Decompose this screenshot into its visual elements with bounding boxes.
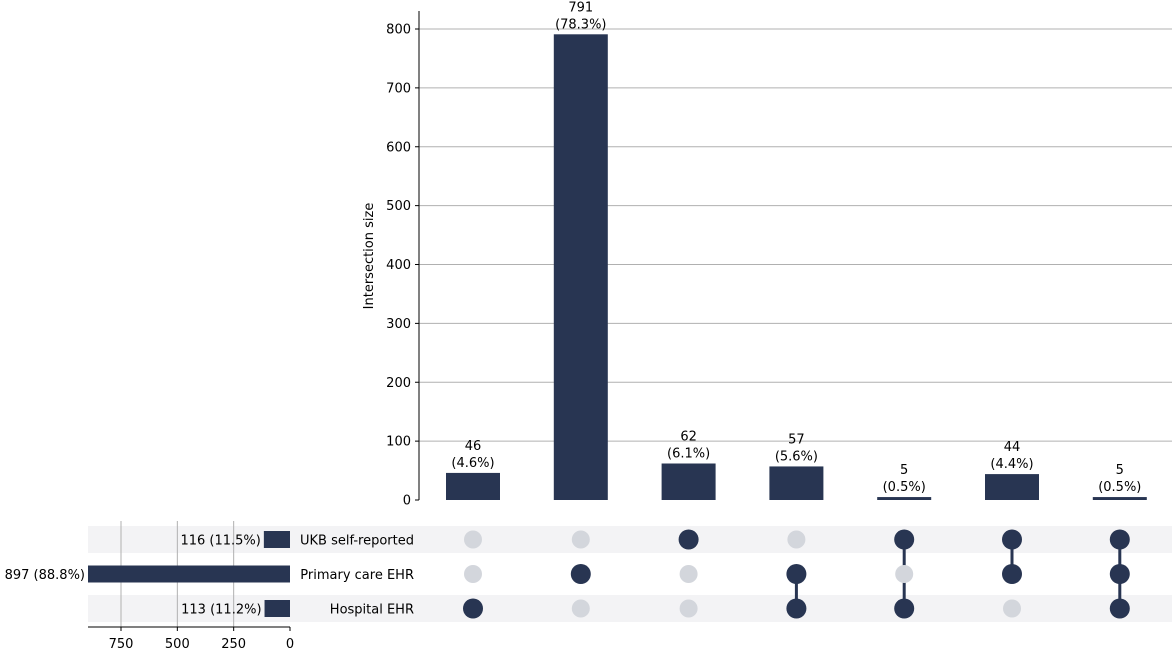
y-axis-title: Intersection size <box>362 203 377 310</box>
set-size-bar <box>263 531 290 548</box>
matrix-dot-active <box>786 564 807 584</box>
bar-percent-label: (0.5%) <box>883 480 926 495</box>
matrix-dot-active <box>1109 598 1130 619</box>
matrix-dot-active <box>570 564 591 584</box>
set-tick-label: 250 <box>221 637 246 651</box>
matrix-dot-active <box>894 529 915 550</box>
intersection-grid <box>419 28 1172 442</box>
y-tick-label: 200 <box>386 376 411 391</box>
matrix-dot-active <box>894 598 915 619</box>
set-size-x-axis: 750 500 250 0 <box>88 626 294 651</box>
set-tick-label: 750 <box>109 637 134 651</box>
matrix-dot-active <box>1109 529 1130 550</box>
intersection-bar <box>553 34 608 501</box>
set-size-bar <box>88 565 290 583</box>
intersection-bar <box>985 474 1039 500</box>
set-name-label: Primary care EHR <box>300 568 414 583</box>
intersection-bar <box>1092 497 1147 500</box>
bar-value-label: 5 <box>900 463 908 478</box>
matrix-dot-inactive <box>1003 599 1021 618</box>
bar-percent-label: (6.1%) <box>667 446 710 461</box>
bar-value-label: 5 <box>1116 463 1124 478</box>
y-tick-label: 600 <box>386 140 411 155</box>
matrix-row-stripes <box>88 526 1172 622</box>
y-tick-label: 300 <box>386 317 411 332</box>
bar-value-label: 44 <box>1004 440 1021 455</box>
bar-value-label: 62 <box>680 429 697 444</box>
matrix-dot-active <box>786 598 807 619</box>
intersection-bar <box>877 497 932 500</box>
bar-percent-label: (4.6%) <box>451 456 494 471</box>
matrix-dot-inactive <box>571 530 590 549</box>
set-tick-label: 500 <box>165 637 190 651</box>
matrix-dot-inactive <box>464 565 482 583</box>
intersection-bar <box>769 466 824 500</box>
set-size-label: 897 (88.8%) <box>5 568 85 583</box>
matrix-dot-inactive <box>464 530 482 549</box>
bar-percent-label: (4.4%) <box>990 457 1033 472</box>
bar-value-label: 791 <box>568 0 593 15</box>
set-size-bars: 116 (11.5%) 897 (88.8%) 113 (11.2%) <box>5 531 290 618</box>
set-tick-label: 0 <box>286 637 294 651</box>
matrix-dot-active <box>678 529 699 550</box>
set-size-bar <box>264 600 290 617</box>
matrix-dot-active <box>463 598 483 619</box>
set-name-label: Hospital EHR <box>330 603 414 618</box>
intersection-y-axis: Intersection size 0 100 200 300 400 500 600 700… <box>362 11 420 509</box>
matrix-dot-active <box>1002 529 1022 550</box>
intersection-bar <box>446 472 500 500</box>
set-labels: UKB self-reported Primary care EHR Hospita… <box>300 534 414 618</box>
set-size-label: 116 (11.5%) <box>180 534 260 549</box>
bar-percent-label: (5.6%) <box>775 449 818 464</box>
bar-percent-label: (0.5%) <box>1098 480 1141 495</box>
matrix-dot-inactive <box>679 565 698 583</box>
y-tick-label: 0 <box>403 494 411 509</box>
intersection-bar <box>661 463 716 500</box>
matrix-dot-inactive <box>895 565 914 583</box>
matrix-dot-active <box>1109 564 1130 584</box>
intersection-bar-labels: 46 (4.6%) 791 (78.3%) 62 (6.1%) 57 (5.6%) 5 (0.5%… <box>451 0 1141 495</box>
matrix-dot-inactive <box>787 530 806 549</box>
matrix-dot-inactive <box>571 599 590 618</box>
y-tick-label: 400 <box>386 258 411 273</box>
bar-value-label: 57 <box>788 432 805 447</box>
intersection-bars <box>446 34 1147 501</box>
set-name-label: UKB self-reported <box>300 534 414 549</box>
matrix-dot-active <box>1002 564 1022 584</box>
set-size-label: 113 (11.2%) <box>181 603 261 618</box>
y-tick-label: 800 <box>386 23 411 38</box>
matrix-dot-inactive <box>679 599 698 618</box>
y-tick-label: 100 <box>386 435 411 450</box>
bar-value-label: 46 <box>465 439 482 454</box>
membership-matrix <box>463 529 1130 619</box>
y-tick-label: 500 <box>386 199 411 214</box>
y-tick-label: 700 <box>386 81 411 96</box>
bar-percent-label: (78.3%) <box>555 17 606 32</box>
